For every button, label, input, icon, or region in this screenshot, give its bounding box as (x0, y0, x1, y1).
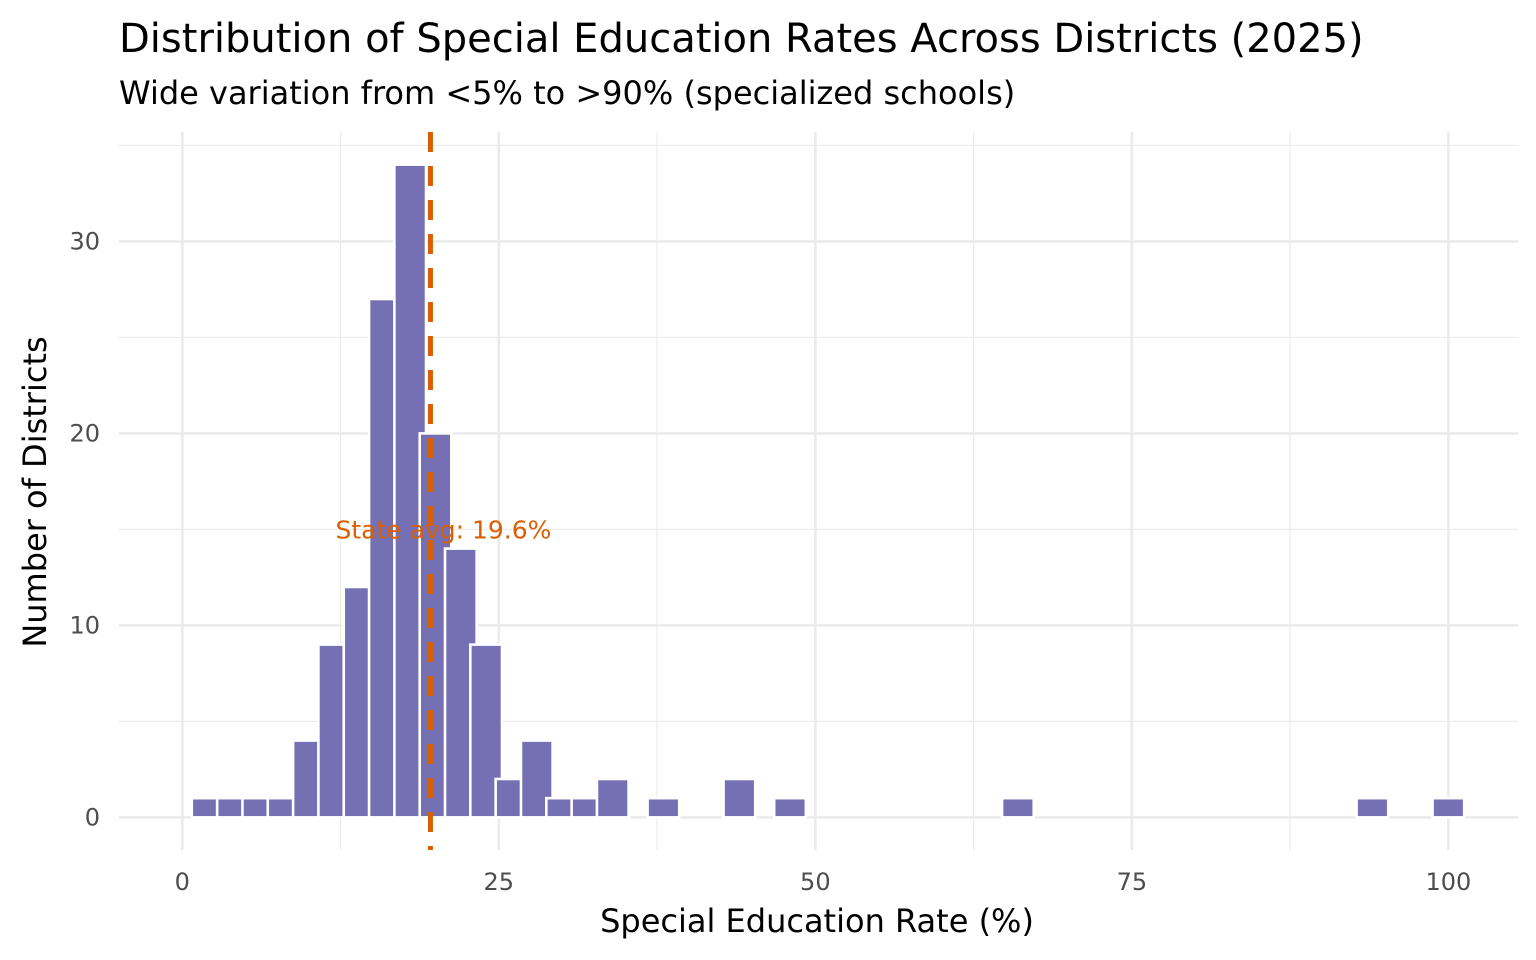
histogram-bar-18 (722, 777, 757, 819)
y-tick-label: 10 (69, 611, 100, 639)
histogram-bar-22 (1431, 796, 1466, 819)
y-tick-label: 0 (85, 803, 100, 831)
y-tick-label: 20 (69, 419, 100, 447)
histogram-bar-20 (1000, 796, 1036, 819)
y-axis-tick-labels: 0 10 20 30 (69, 227, 100, 831)
histogram-bar-11 (469, 643, 504, 819)
chart-title: Distribution of Special Education Rates … (119, 16, 1364, 62)
histogram-bars (190, 163, 1466, 819)
x-tick-label: 50 (800, 868, 831, 896)
x-axis-tick-labels: 0 25 50 75 100 (175, 868, 1472, 896)
x-tick-label: 100 (1425, 868, 1471, 896)
x-tick-label: 75 (1117, 868, 1148, 896)
y-tick-label: 30 (69, 227, 100, 255)
chart-subtitle: Wide variation from <5% to >90% (special… (119, 74, 1015, 112)
x-tick-label: 0 (175, 868, 190, 896)
histogram-bar-21 (1355, 796, 1390, 819)
x-axis-title: Special Education Rate (%) (600, 902, 1034, 940)
y-axis-title: Number of Districts (16, 336, 54, 647)
x-tick-label: 25 (484, 868, 515, 896)
histogram-bar-17 (646, 796, 681, 819)
state-average-label: State avg: 19.6% (335, 515, 551, 544)
histogram-bar-19 (772, 796, 808, 819)
histogram-bar-16 (595, 777, 630, 819)
histogram-bar-13 (519, 739, 554, 819)
